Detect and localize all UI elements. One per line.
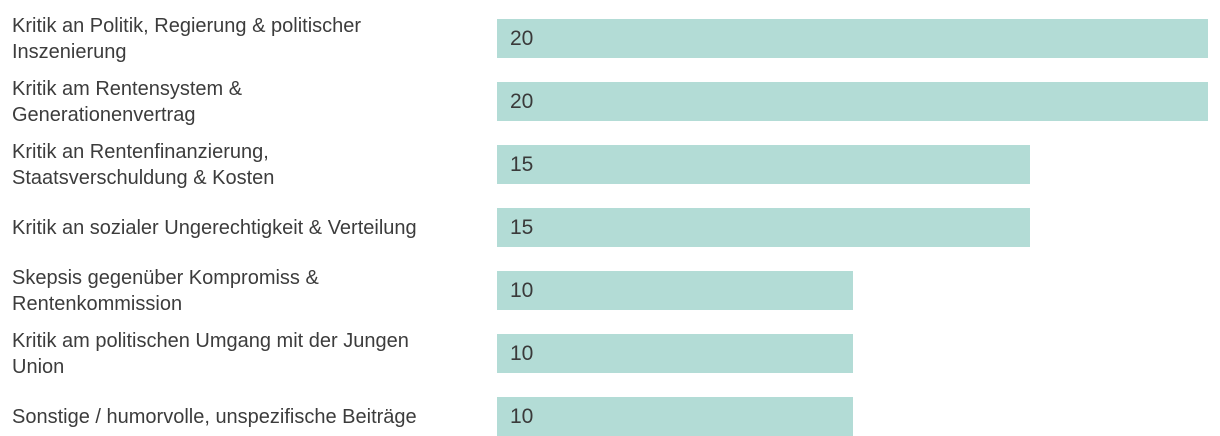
bar-value-label: 10 — [510, 278, 534, 302]
bar-value-label: 20 — [510, 89, 534, 113]
bar: 10 — [497, 271, 853, 310]
category-label: Kritik am Rentensystem & Generationenver… — [12, 77, 243, 126]
category-label: Kritik an Politik, Regierung & politisch… — [12, 14, 362, 63]
bar-track: 20 — [497, 19, 1208, 58]
bar: 10 — [497, 334, 853, 373]
bar-track: 20 — [497, 82, 1208, 121]
bar-row: Kritik an Politik, Regierung & politisch… — [0, 7, 1220, 70]
bar-row: Kritik am Rentensystem & Generationenver… — [0, 70, 1220, 133]
bar-row: Kritik am politischen Umgang mit der Jun… — [0, 322, 1220, 385]
bar: 15 — [497, 208, 1031, 247]
bar-row: Sonstige / humorvolle, unspezifische Bei… — [0, 385, 1220, 436]
bar-value-label: 15 — [510, 215, 534, 239]
bar-track: 10 — [497, 397, 1208, 436]
category-label: Kritik am politischen Umgang mit der Jun… — [12, 329, 409, 378]
bar-track: 10 — [497, 334, 1208, 373]
bar: 20 — [497, 19, 1208, 58]
bar: 15 — [497, 145, 1031, 184]
category-label: Kritik an sozialer Ungerechtigkeit & Ver… — [12, 216, 417, 239]
bar-track: 10 — [497, 271, 1208, 310]
category-label: Sonstige / humorvolle, unspezifische Bei… — [12, 405, 417, 428]
bar: 20 — [497, 82, 1208, 121]
bar-row: Kritik an Rentenfinanzierung, Staatsvers… — [0, 133, 1220, 196]
bar-row: Kritik an sozialer Ungerechtigkeit & Ver… — [0, 196, 1220, 259]
bar-row: Skepsis gegenüber Kompromiss & Rentenkom… — [0, 259, 1220, 322]
bar: 10 — [497, 397, 853, 436]
bar-track: 15 — [497, 208, 1208, 247]
bar-value-label: 10 — [510, 404, 534, 428]
bar-value-label: 20 — [510, 26, 534, 50]
category-label: Kritik an Rentenfinanzierung, Staatsvers… — [12, 140, 275, 189]
category-label: Skepsis gegenüber Kompromiss & Rentenkom… — [12, 266, 319, 315]
bar-value-label: 15 — [510, 152, 534, 176]
bar-value-label: 10 — [510, 341, 534, 365]
bar-track: 15 — [497, 145, 1208, 184]
